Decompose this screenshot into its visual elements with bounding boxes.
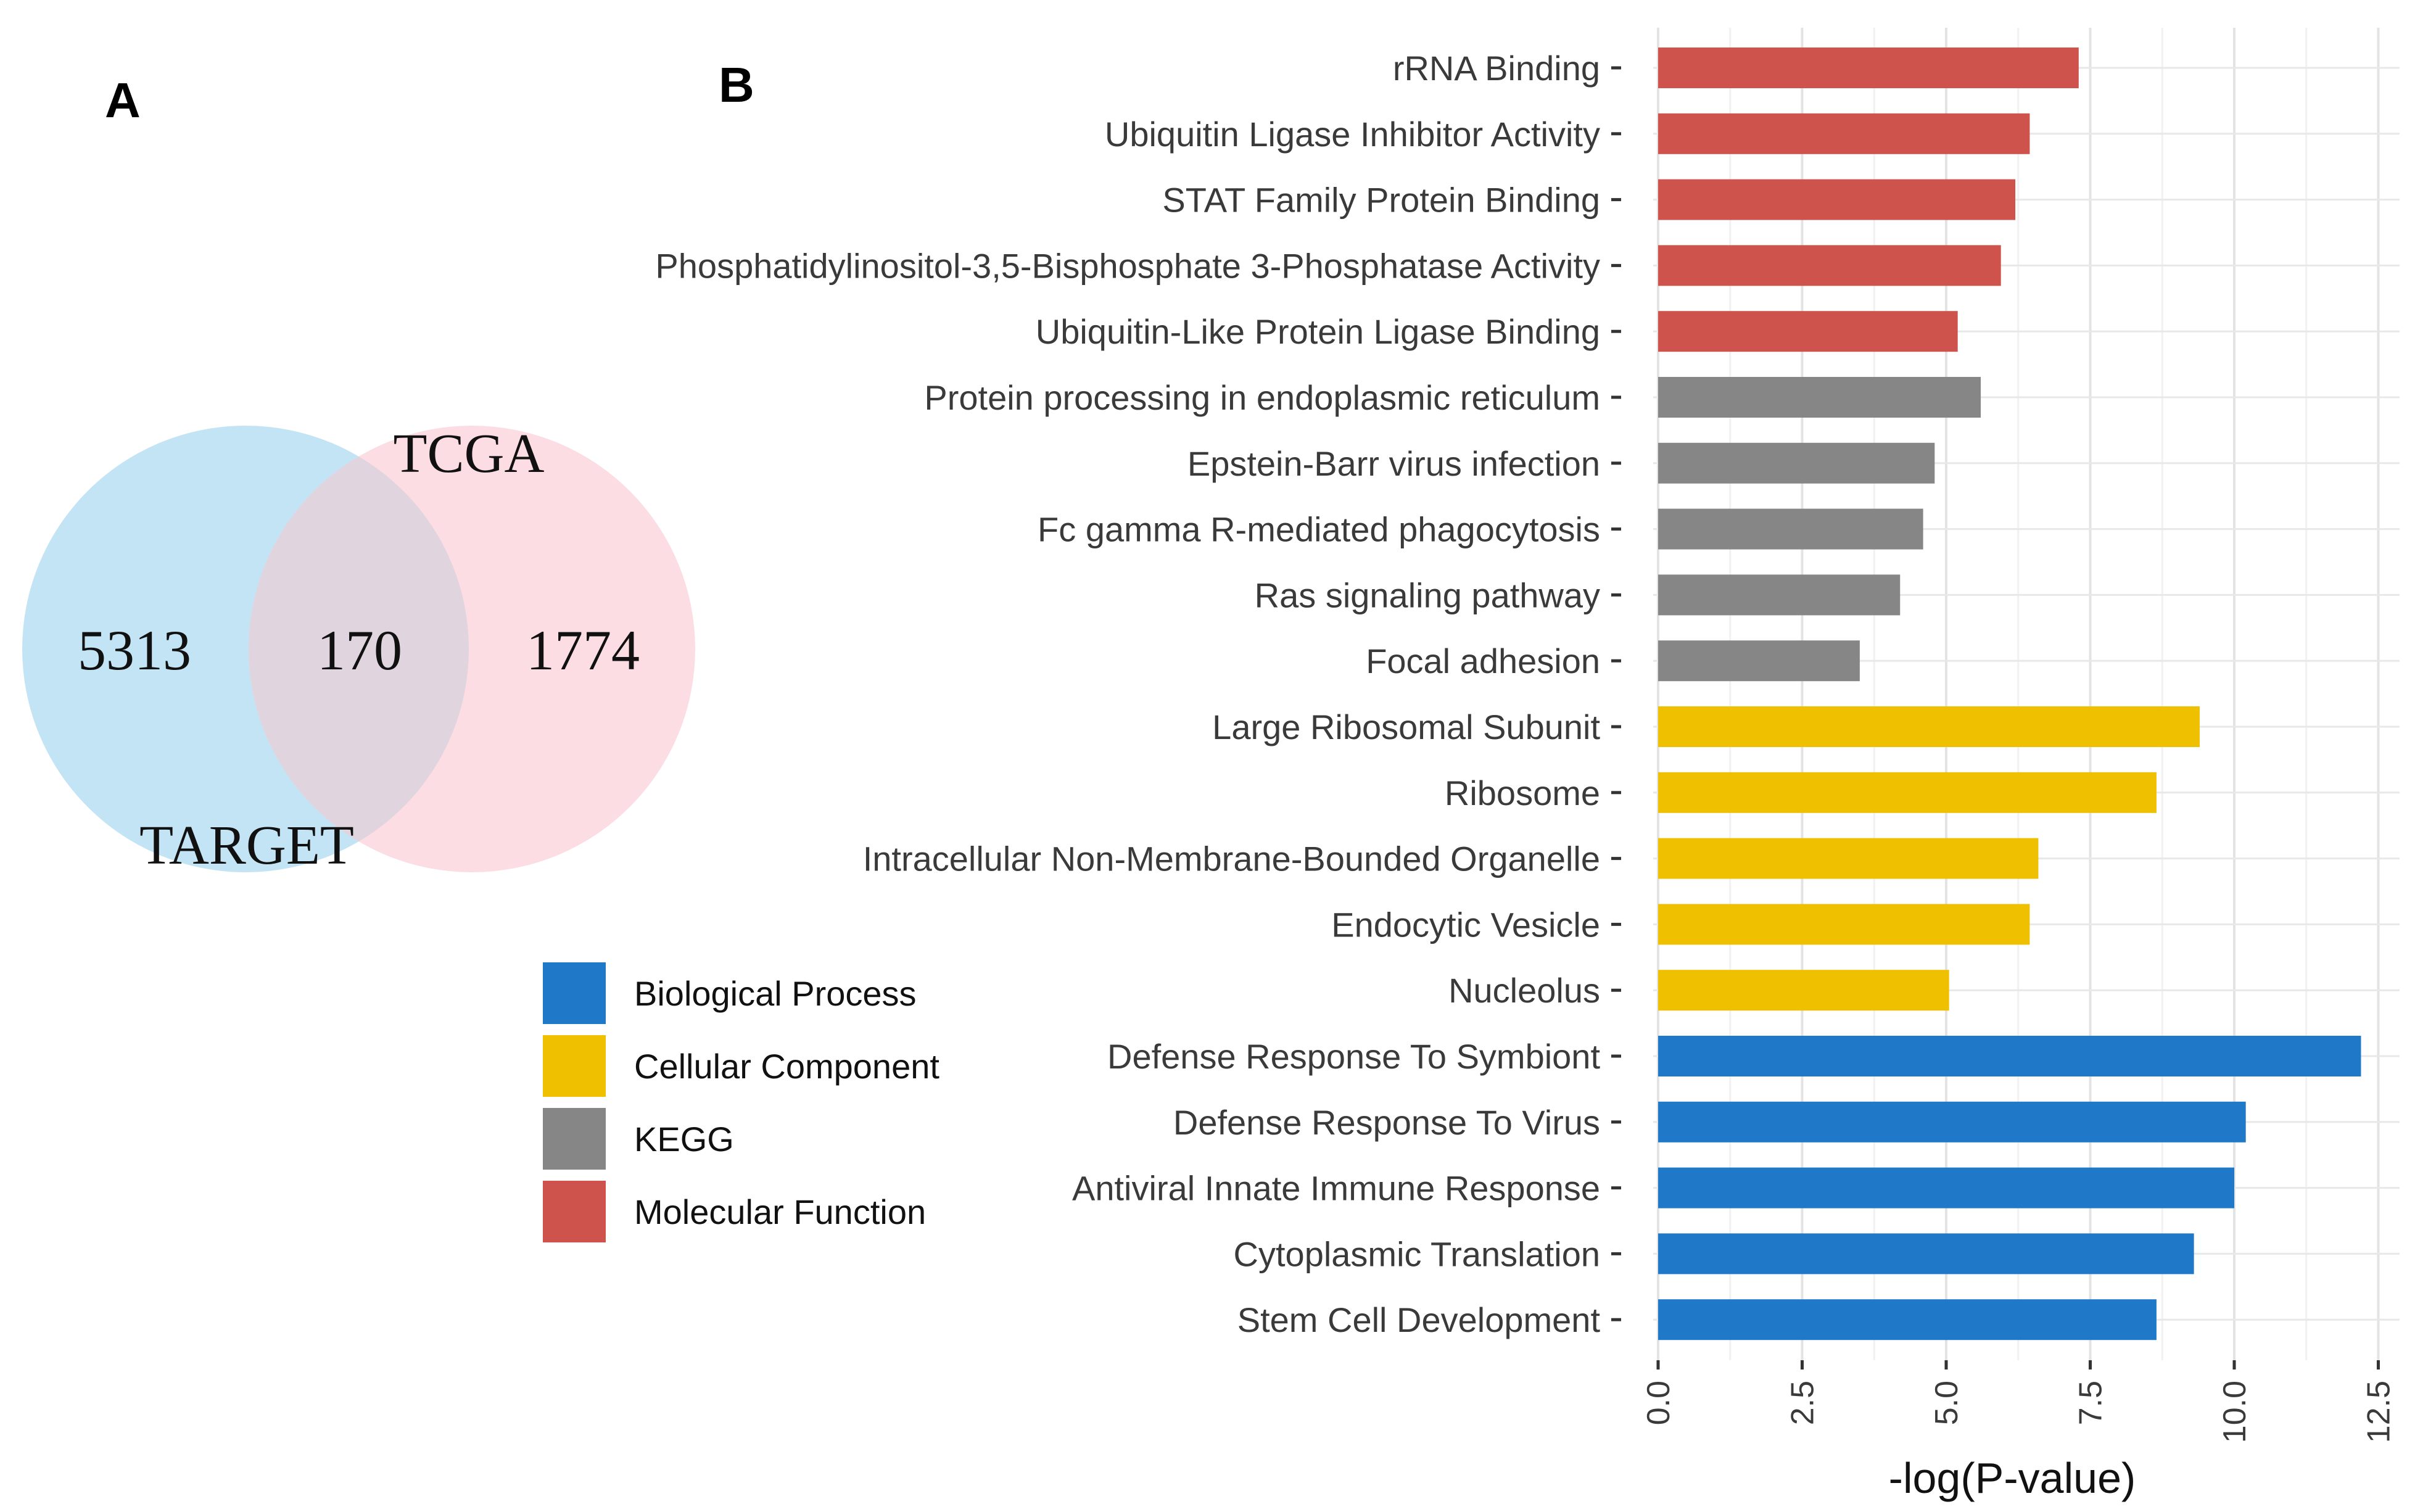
venn-overlap <box>249 426 469 872</box>
x-axis-ticks: 0.0 2.5 5.0 7.5 10.0 12.5 <box>1641 1360 2397 1443</box>
x-tick-label: 12.5 <box>2361 1381 2397 1443</box>
legend-label: Biological Process <box>634 974 917 1013</box>
bar <box>1658 904 2030 945</box>
bar <box>1658 706 2200 747</box>
category-label: Antiviral Innate Immune Response <box>1072 1169 1600 1208</box>
bar <box>1658 574 1901 616</box>
panel-b-letter: B <box>719 57 754 112</box>
bars <box>1658 48 2361 1341</box>
category-label: rRNA Binding <box>1393 49 1600 88</box>
category-label: Endocytic Vesicle <box>1331 905 1600 944</box>
legend: Biological Process Cellular Component KEGG… <box>543 962 939 1242</box>
category-label: Defense Response To Symbiont <box>1107 1037 1600 1076</box>
category-label: Ribosome <box>1445 774 1600 812</box>
bar <box>1658 311 1958 352</box>
x-tick-label: 7.5 <box>2073 1381 2109 1425</box>
venn-count-target-only: 5313 <box>78 619 191 682</box>
category-label: Cytoplasmic Translation <box>1234 1234 1600 1273</box>
venn-label-target: TARGET <box>139 815 354 876</box>
bar <box>1658 48 2079 88</box>
x-tick-label: 5.0 <box>1929 1381 1965 1425</box>
category-label: Intracellular Non-Membrane-Bounded Organ… <box>863 840 1600 878</box>
bar <box>1658 179 2016 220</box>
legend-swatch <box>543 962 606 1024</box>
category-label: Focal adhesion <box>1366 642 1600 680</box>
category-label: Ubiquitin-Like Protein Ligase Binding <box>1036 312 1600 351</box>
x-tick-label: 10.0 <box>2217 1381 2253 1443</box>
bar <box>1658 377 1981 418</box>
bar <box>1658 442 1935 484</box>
venn-panel: A TCGA TARGET 5313 170 1774 <box>22 73 695 876</box>
venn-count-tcga-only: 1774 <box>526 619 640 682</box>
bar <box>1658 1036 2361 1076</box>
category-label: Fc gamma R-mediated phagocytosis <box>1038 510 1600 549</box>
bar <box>1658 970 1949 1011</box>
legend-swatch <box>543 1035 606 1097</box>
legend-label: KEGG <box>634 1120 734 1159</box>
category-label: Protein processing in endoplasmic reticu… <box>924 378 1600 417</box>
bar <box>1658 113 2030 154</box>
bar <box>1658 838 2039 879</box>
x-axis-title: -log(P-value) <box>1889 1454 2136 1502</box>
x-tick-label: 0.0 <box>1641 1381 1677 1425</box>
bar <box>1658 1233 2194 1274</box>
venn-count-overlap: 170 <box>317 619 402 682</box>
panel-a-letter: A <box>105 73 141 128</box>
bar <box>1658 1167 2234 1208</box>
category-label: Nucleolus <box>1448 971 1600 1010</box>
venn-label-tcga: TCGA <box>394 423 545 484</box>
legend-swatch <box>543 1108 606 1170</box>
legend-label: Molecular Function <box>634 1192 926 1231</box>
legend-label: Cellular Component <box>634 1047 939 1086</box>
category-label: Defense Response To Virus <box>1173 1103 1600 1142</box>
legend-swatch <box>543 1181 606 1242</box>
category-label: Epstein-Barr virus infection <box>1187 444 1600 483</box>
bar <box>1658 1299 2157 1341</box>
bar <box>1658 508 1923 550</box>
category-label: Large Ribosomal Subunit <box>1212 708 1600 746</box>
category-label: Ras signaling pathway <box>1255 576 1600 614</box>
plot-background <box>1653 28 2400 1360</box>
category-label: Stem Cell Development <box>1237 1300 1601 1339</box>
bar <box>1658 640 1860 682</box>
x-tick-label: 2.5 <box>1785 1381 1821 1425</box>
category-label: Ubiquitin Ligase Inhibitor Activity <box>1105 115 1600 154</box>
bar <box>1658 772 2157 813</box>
bar-chart-panel: B rRNA Binding Ubiquitin Ligase Inhibitor… <box>543 28 2400 1502</box>
category-label: STAT Family Protein Binding <box>1162 181 1600 220</box>
bar <box>1658 1101 2246 1142</box>
category-label: Phosphatidylinositol-3,5-Bisphosphate 3-… <box>655 246 1600 285</box>
category-labels: rRNA Binding Ubiquitin Ligase Inhibitor A… <box>655 49 1621 1339</box>
bar <box>1658 245 2001 286</box>
